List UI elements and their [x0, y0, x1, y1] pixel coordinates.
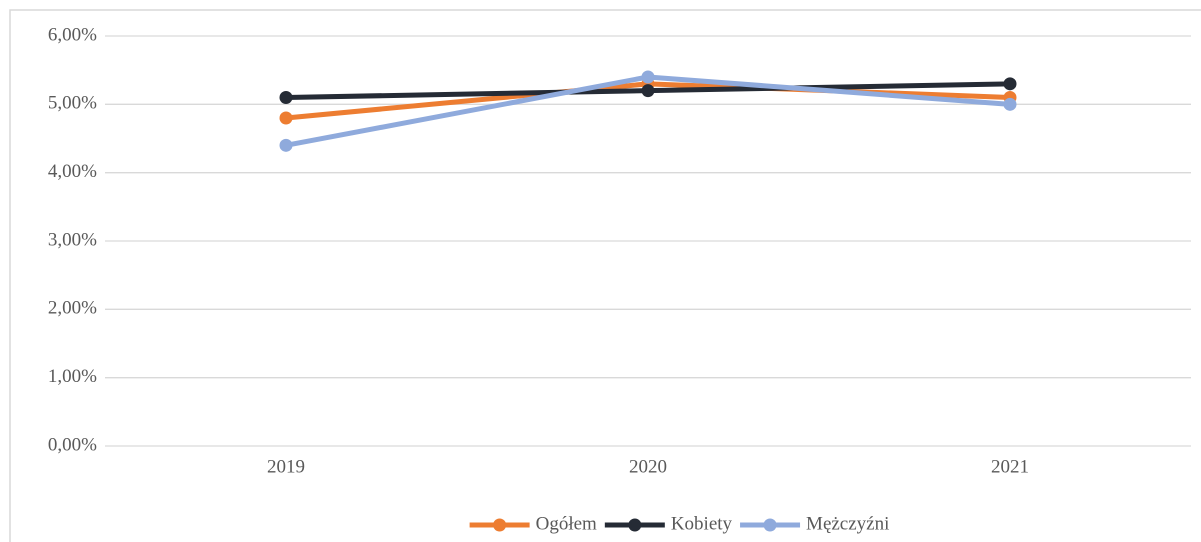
- data-point: [641, 70, 655, 84]
- chart-frame: [9, 9, 1201, 542]
- legend-label: Kobiety: [671, 513, 733, 534]
- legend-marker: [628, 518, 642, 532]
- y-tick-label: 2,00%: [48, 298, 97, 319]
- y-tick-label: 6,00%: [48, 24, 97, 45]
- y-tick-label: 0,00%: [48, 434, 97, 455]
- x-tick-label: 2021: [991, 456, 1029, 477]
- data-point: [1003, 97, 1017, 111]
- legend-marker: [763, 518, 777, 532]
- legend-marker: [493, 518, 507, 532]
- data-point: [279, 91, 293, 104]
- legend-label: Mężczyźni: [806, 513, 889, 534]
- data-point: [641, 84, 655, 98]
- y-tick-label: 1,00%: [48, 366, 97, 387]
- y-tick-label: 5,00%: [48, 93, 97, 114]
- data-point: [1003, 77, 1017, 91]
- legend-label: Ogółem: [536, 513, 597, 534]
- y-tick-label: 3,00%: [48, 229, 97, 250]
- x-tick-label: 2019: [267, 456, 305, 477]
- y-tick-label: 4,00%: [48, 161, 97, 182]
- x-tick-label: 2020: [629, 456, 667, 477]
- data-point: [279, 111, 293, 125]
- data-point: [279, 138, 293, 152]
